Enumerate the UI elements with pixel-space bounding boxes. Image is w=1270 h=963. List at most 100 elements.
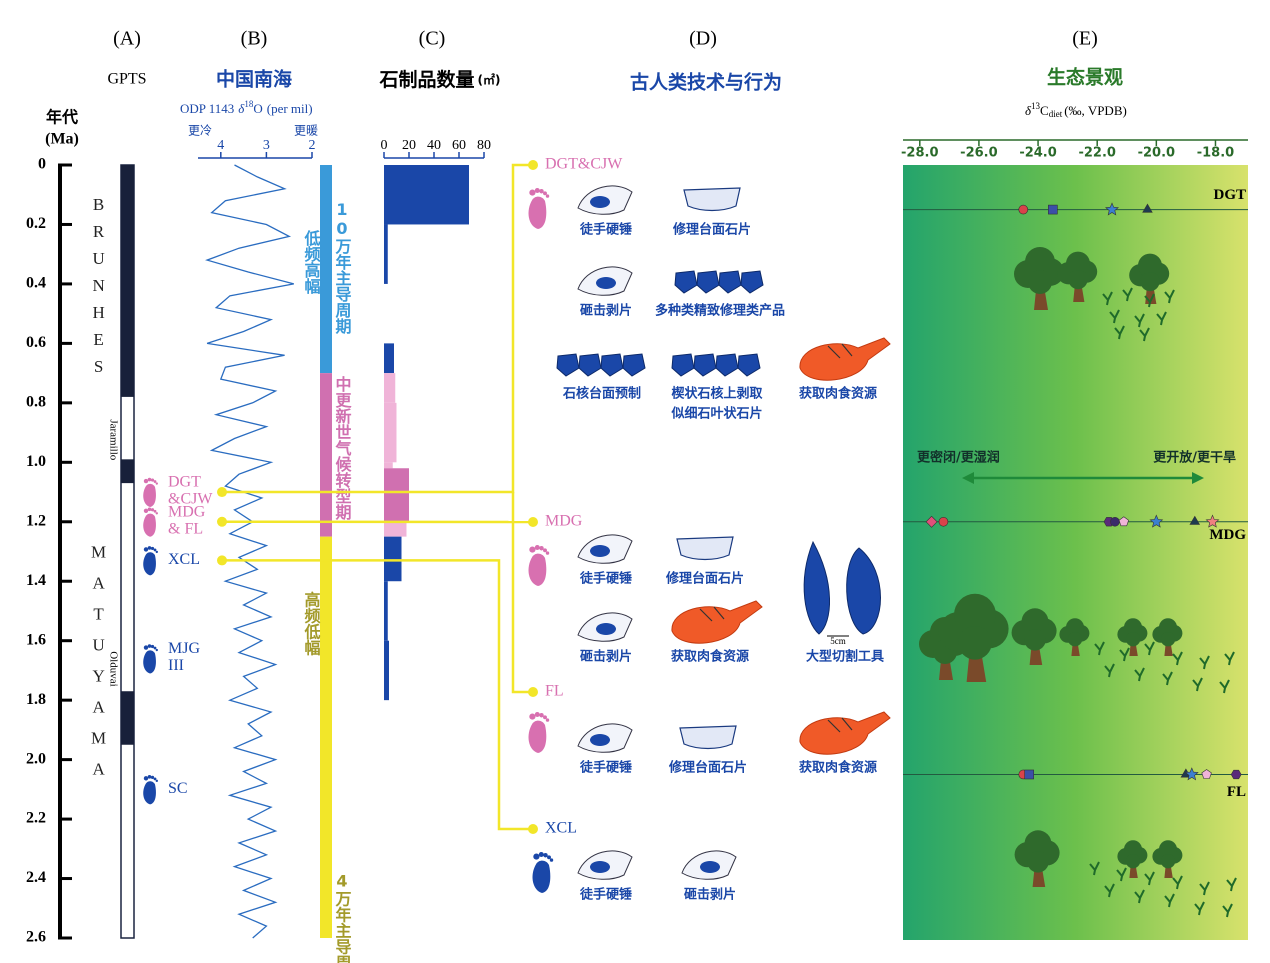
footprint-toe [533,853,540,860]
connector-line [222,559,533,831]
grass-icon [1119,647,1130,662]
chron-name: MATUYAMA [89,543,108,791]
large-tool-icon [803,540,831,635]
tool-icon [679,725,737,750]
data-point [1230,769,1242,780]
footprint-icon [143,775,158,805]
subchron-name: Jaramillo [107,419,119,460]
behavior-label: 获取肉食资源 [799,760,877,776]
panel-label: (C) [419,28,446,50]
grass-icon [1104,663,1115,678]
tick-label: 1.0 [26,453,46,470]
core-icon [622,353,646,377]
site-label: FL [545,683,564,700]
chron-name: BRUNHES [89,195,108,384]
grass-icon [1156,311,1167,326]
site-label: XCL [545,820,577,837]
core-icon [671,353,695,377]
footprint-toe [147,644,152,648]
tree-canopy [1024,830,1052,858]
footprint-toe [543,715,547,720]
tick-label: 0.2 [26,215,46,232]
behavior-label: 砸击剥片 [579,303,632,319]
tree-canopy [1159,840,1177,859]
grass-icon [1172,651,1183,666]
footprint-toe [147,546,152,550]
tree-canopy [1066,251,1090,276]
footprint-toe [153,480,157,483]
tree-canopy [1024,629,1046,651]
tick-label: 4 [217,138,224,153]
band-label: 低频高幅 [302,229,322,295]
tool-icon [674,270,764,294]
footprint-toe [543,852,548,858]
data-point [925,515,938,528]
subtitle-part: 18 [244,99,254,109]
data-point [1142,203,1153,213]
footprint-toe [143,776,149,781]
behavior-label: 似细石叶状石片 [670,406,762,422]
connector-dot [217,516,227,527]
tool-icon [671,600,763,644]
footprint-sole [528,196,547,229]
climate-band [320,373,332,537]
tick-label: 2.2 [26,810,46,827]
tool-icon [556,353,646,377]
tick-label: 80 [477,138,491,153]
tick-label: -28.0 [901,146,938,161]
tick-label: -18.0 [1197,146,1234,161]
behavior-label: 砸击剥片 [579,649,632,665]
tick-label: -26.0 [960,146,997,161]
site-label: MDG [545,513,583,530]
tree-canopy [1068,270,1088,290]
grass-icon [1199,881,1210,896]
tool-icon [577,850,633,880]
footprint-toe [147,507,152,512]
footprint-toe [150,508,155,512]
footprint-toe [155,482,158,485]
axis-end-label: 更暖 [294,124,318,138]
tick-label: 20 [402,138,416,153]
data-point [1189,515,1201,525]
tool-icon [577,723,633,753]
grass-icon [1144,871,1155,886]
footprint-toe [153,646,157,650]
title-unit: (㎡) [478,72,501,87]
footprint-icon [528,711,550,753]
footprint-toe [150,546,155,551]
tick-label: 40 [427,138,441,153]
row-label: FL [1227,784,1246,800]
behavior-label: 修理台面石片 [665,571,744,587]
stone-icon [596,623,616,635]
site-label: MJG [168,640,200,657]
behavior-label: 获取肉食资源 [671,649,749,665]
axis-unit: (Ma) [45,131,79,148]
footprint-toe [545,194,550,198]
footprint-toe [143,478,149,484]
subtitle-part: ODP 1143 [180,101,234,116]
footprint-toe [147,775,152,779]
bar [384,224,388,284]
tree-canopy [1160,854,1176,869]
grass-icon [1199,655,1210,670]
band-label: 4万年主导周期 [333,872,353,963]
grass-icon [1144,293,1155,308]
grass-icon [1134,313,1145,328]
arrow-label: 更开放/更干旱 [1153,450,1236,466]
subtitle-part: C [1040,103,1049,118]
tree-icon [1014,830,1060,887]
footprint-toe [529,713,536,720]
site-label: &CJW [168,491,213,508]
tree-icon [1152,840,1183,878]
grass-icon [1139,327,1150,342]
behavior-label: 修理台面石片 [668,760,747,776]
tool-icon [577,612,633,642]
tick-label: 60 [452,138,466,153]
grass-icon [1134,667,1145,682]
tree-icon [938,593,1009,682]
tick-label: 0 [38,156,46,173]
panel-subtitle: δ13Cdiet (‰, VPDB) [1025,101,1127,119]
normal-polarity [121,691,134,745]
grass-icon [1194,901,1205,916]
